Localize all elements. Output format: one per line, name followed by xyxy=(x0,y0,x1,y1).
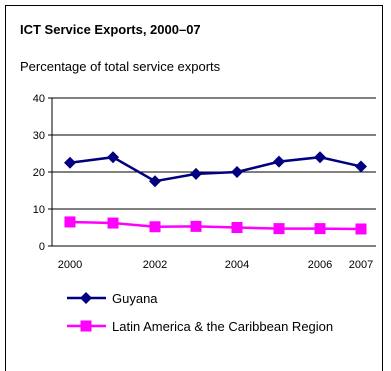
x-tick-label: 2006 xyxy=(308,259,332,271)
y-tick-label: 20 xyxy=(33,167,45,179)
legend-label: Guyana xyxy=(112,291,158,306)
data-point-guyana xyxy=(355,160,367,173)
data-point-latin-america-caribbean xyxy=(64,216,76,228)
x-tick-label: 2004 xyxy=(225,259,249,271)
data-point-latin-america-caribbean xyxy=(231,222,243,233)
y-tick-label: 40 xyxy=(33,93,45,105)
data-point-latin-america-caribbean xyxy=(149,221,161,233)
series-line-guyana xyxy=(69,155,362,183)
data-point-latin-america-caribbean xyxy=(190,220,202,232)
chart-title: ICT Service Exports, 2000–07 xyxy=(20,22,201,37)
legend-marker xyxy=(80,292,92,304)
data-point-guyana xyxy=(190,167,202,180)
data-point-latin-america-caribbean xyxy=(355,223,367,235)
data-point-guyana xyxy=(107,151,119,164)
data-point-latin-america-caribbean xyxy=(107,217,119,229)
y-tick-label: 0 xyxy=(39,241,45,253)
data-point-guyana xyxy=(273,155,285,168)
chart-subtitle: Percentage of total service exports xyxy=(20,59,221,74)
y-tick-label: 30 xyxy=(33,130,45,142)
data-point-guyana xyxy=(64,156,76,169)
data-point-guyana xyxy=(314,151,326,164)
chart-frame xyxy=(5,5,383,371)
legend-label: Latin America & the Caribbean Region xyxy=(112,319,333,334)
data-point-latin-america-caribbean xyxy=(314,223,326,235)
legend-marker xyxy=(80,320,92,332)
x-tick-label: 2000 xyxy=(58,259,82,271)
x-tick-label: 2002 xyxy=(143,259,167,271)
data-point-guyana xyxy=(231,166,243,178)
series-line-latin-america-caribbean xyxy=(69,220,362,231)
data-point-guyana xyxy=(149,175,161,188)
data-point-latin-america-caribbean xyxy=(273,223,285,235)
y-tick-label: 10 xyxy=(33,204,45,216)
x-tick-label: 2007 xyxy=(349,259,373,271)
